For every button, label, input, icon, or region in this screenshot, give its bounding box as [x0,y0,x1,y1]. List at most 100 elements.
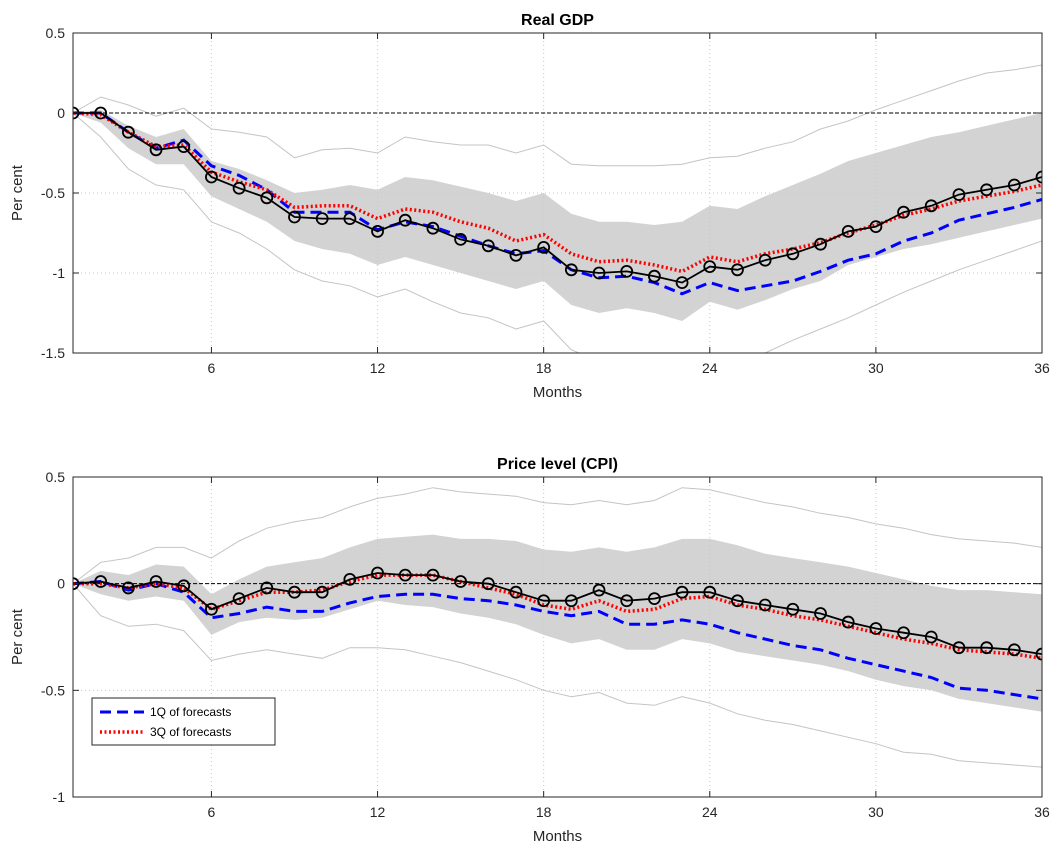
y-tick-label: -0.5 [41,682,65,698]
data-point [232,181,246,195]
data-point [260,191,274,205]
data-point [1007,178,1021,192]
data-point [786,602,800,616]
data-point [814,607,827,620]
data-point [620,594,634,608]
data-point [897,626,910,640]
data-point [232,592,246,605]
outer-lower-line [73,112,1042,353]
confidence-band [73,109,1042,321]
x-tick-label: 24 [702,804,718,820]
y-tick-label: -1 [53,789,66,805]
legend: 1Q of forecasts 3Q of forecasts [91,697,276,746]
data-point [260,581,274,595]
data-point [343,212,357,226]
data-point [121,125,135,139]
y-tick-label: 0 [57,576,65,592]
y-axis-label: Per cent [9,164,26,221]
data-point [675,585,689,599]
data-point [398,568,412,582]
data-point [675,276,689,290]
data-point [897,205,910,219]
x-tick-label: 18 [536,360,552,376]
data-point [454,232,468,246]
data-point [620,264,634,278]
legend-label: 3Q of forecasts [150,725,231,739]
data-point [205,170,218,184]
data-point [1007,643,1021,657]
legend-label: 1Q of forecasts [150,705,231,719]
data-point [509,248,523,262]
x-axis-label: Months [533,828,582,845]
data-point [924,199,938,213]
data-point [343,573,357,586]
data-point [426,221,440,235]
data-point [786,247,800,261]
data-point [315,212,329,226]
y-tick-label: 0.5 [46,469,66,485]
data-point [1035,170,1042,184]
data-point [980,641,994,655]
data-point [980,183,994,197]
data-point [509,585,523,599]
chart-title: Price level (CPI) [497,456,618,473]
x-tick-label: 24 [702,360,718,376]
y-tick-label: 0.5 [46,25,66,41]
x-tick-label: 30 [868,804,884,820]
data-point [703,260,717,274]
y-tick-label: -1 [53,265,66,281]
y-axis-label: Per cent [9,608,26,665]
data-point [564,594,578,608]
data-point [758,598,772,612]
data-point [121,581,135,595]
plot-area [73,33,1042,353]
data-point [564,263,578,277]
series-line-1q-of-forecasts [73,579,1042,701]
data-point [537,594,551,608]
x-tick-label: 6 [208,804,216,820]
x-tick-label: 30 [868,360,884,376]
x-tick-label: 18 [536,804,552,820]
data-point [177,579,191,593]
series-line-1q-of-forecasts [73,111,1042,296]
data-point [205,602,218,616]
data-point [371,224,384,238]
data-point [288,210,301,224]
outer-lower-line [73,583,1042,768]
data-point [1035,647,1042,661]
data-point [758,253,772,267]
x-tick-label: 12 [370,360,386,376]
chart-title: Real GDP [521,12,594,29]
outer-upper-line [73,64,1042,167]
x-tick-label: 12 [370,804,386,820]
data-point [426,568,440,582]
data-point [177,140,191,154]
data-point [149,143,163,157]
legend-box [91,697,276,746]
data-point [869,220,883,234]
data-point [731,594,744,608]
data-point [481,239,495,253]
axes-box [72,476,1043,798]
data-point [869,622,883,635]
data-point [841,224,855,238]
data-point [94,575,108,588]
data-point [454,575,468,588]
data-point [841,615,855,629]
x-tick-label: 36 [1034,804,1050,820]
data-point [592,583,606,597]
data-point [648,592,661,605]
data-point [288,585,301,599]
data-point [592,266,606,280]
data-point [537,240,551,254]
y-tick-label: -0.5 [41,185,65,201]
x-axis-label: Months [533,384,582,401]
data-point [398,213,412,227]
x-tick-label: 36 [1034,360,1050,376]
data-point [648,269,661,283]
y-tick-label: -1.5 [41,345,65,361]
chart-panel-1: 6 12 18 24 30 36 0.5 0 -0.5 -1 -1.5 Real GDP Months P… [9,12,1050,401]
data-point [952,641,966,655]
chart-panel-2: 6 12 18 24 30 36 0.5 0 -0.5 -1 Price level (CPI) Mo… [9,456,1050,845]
